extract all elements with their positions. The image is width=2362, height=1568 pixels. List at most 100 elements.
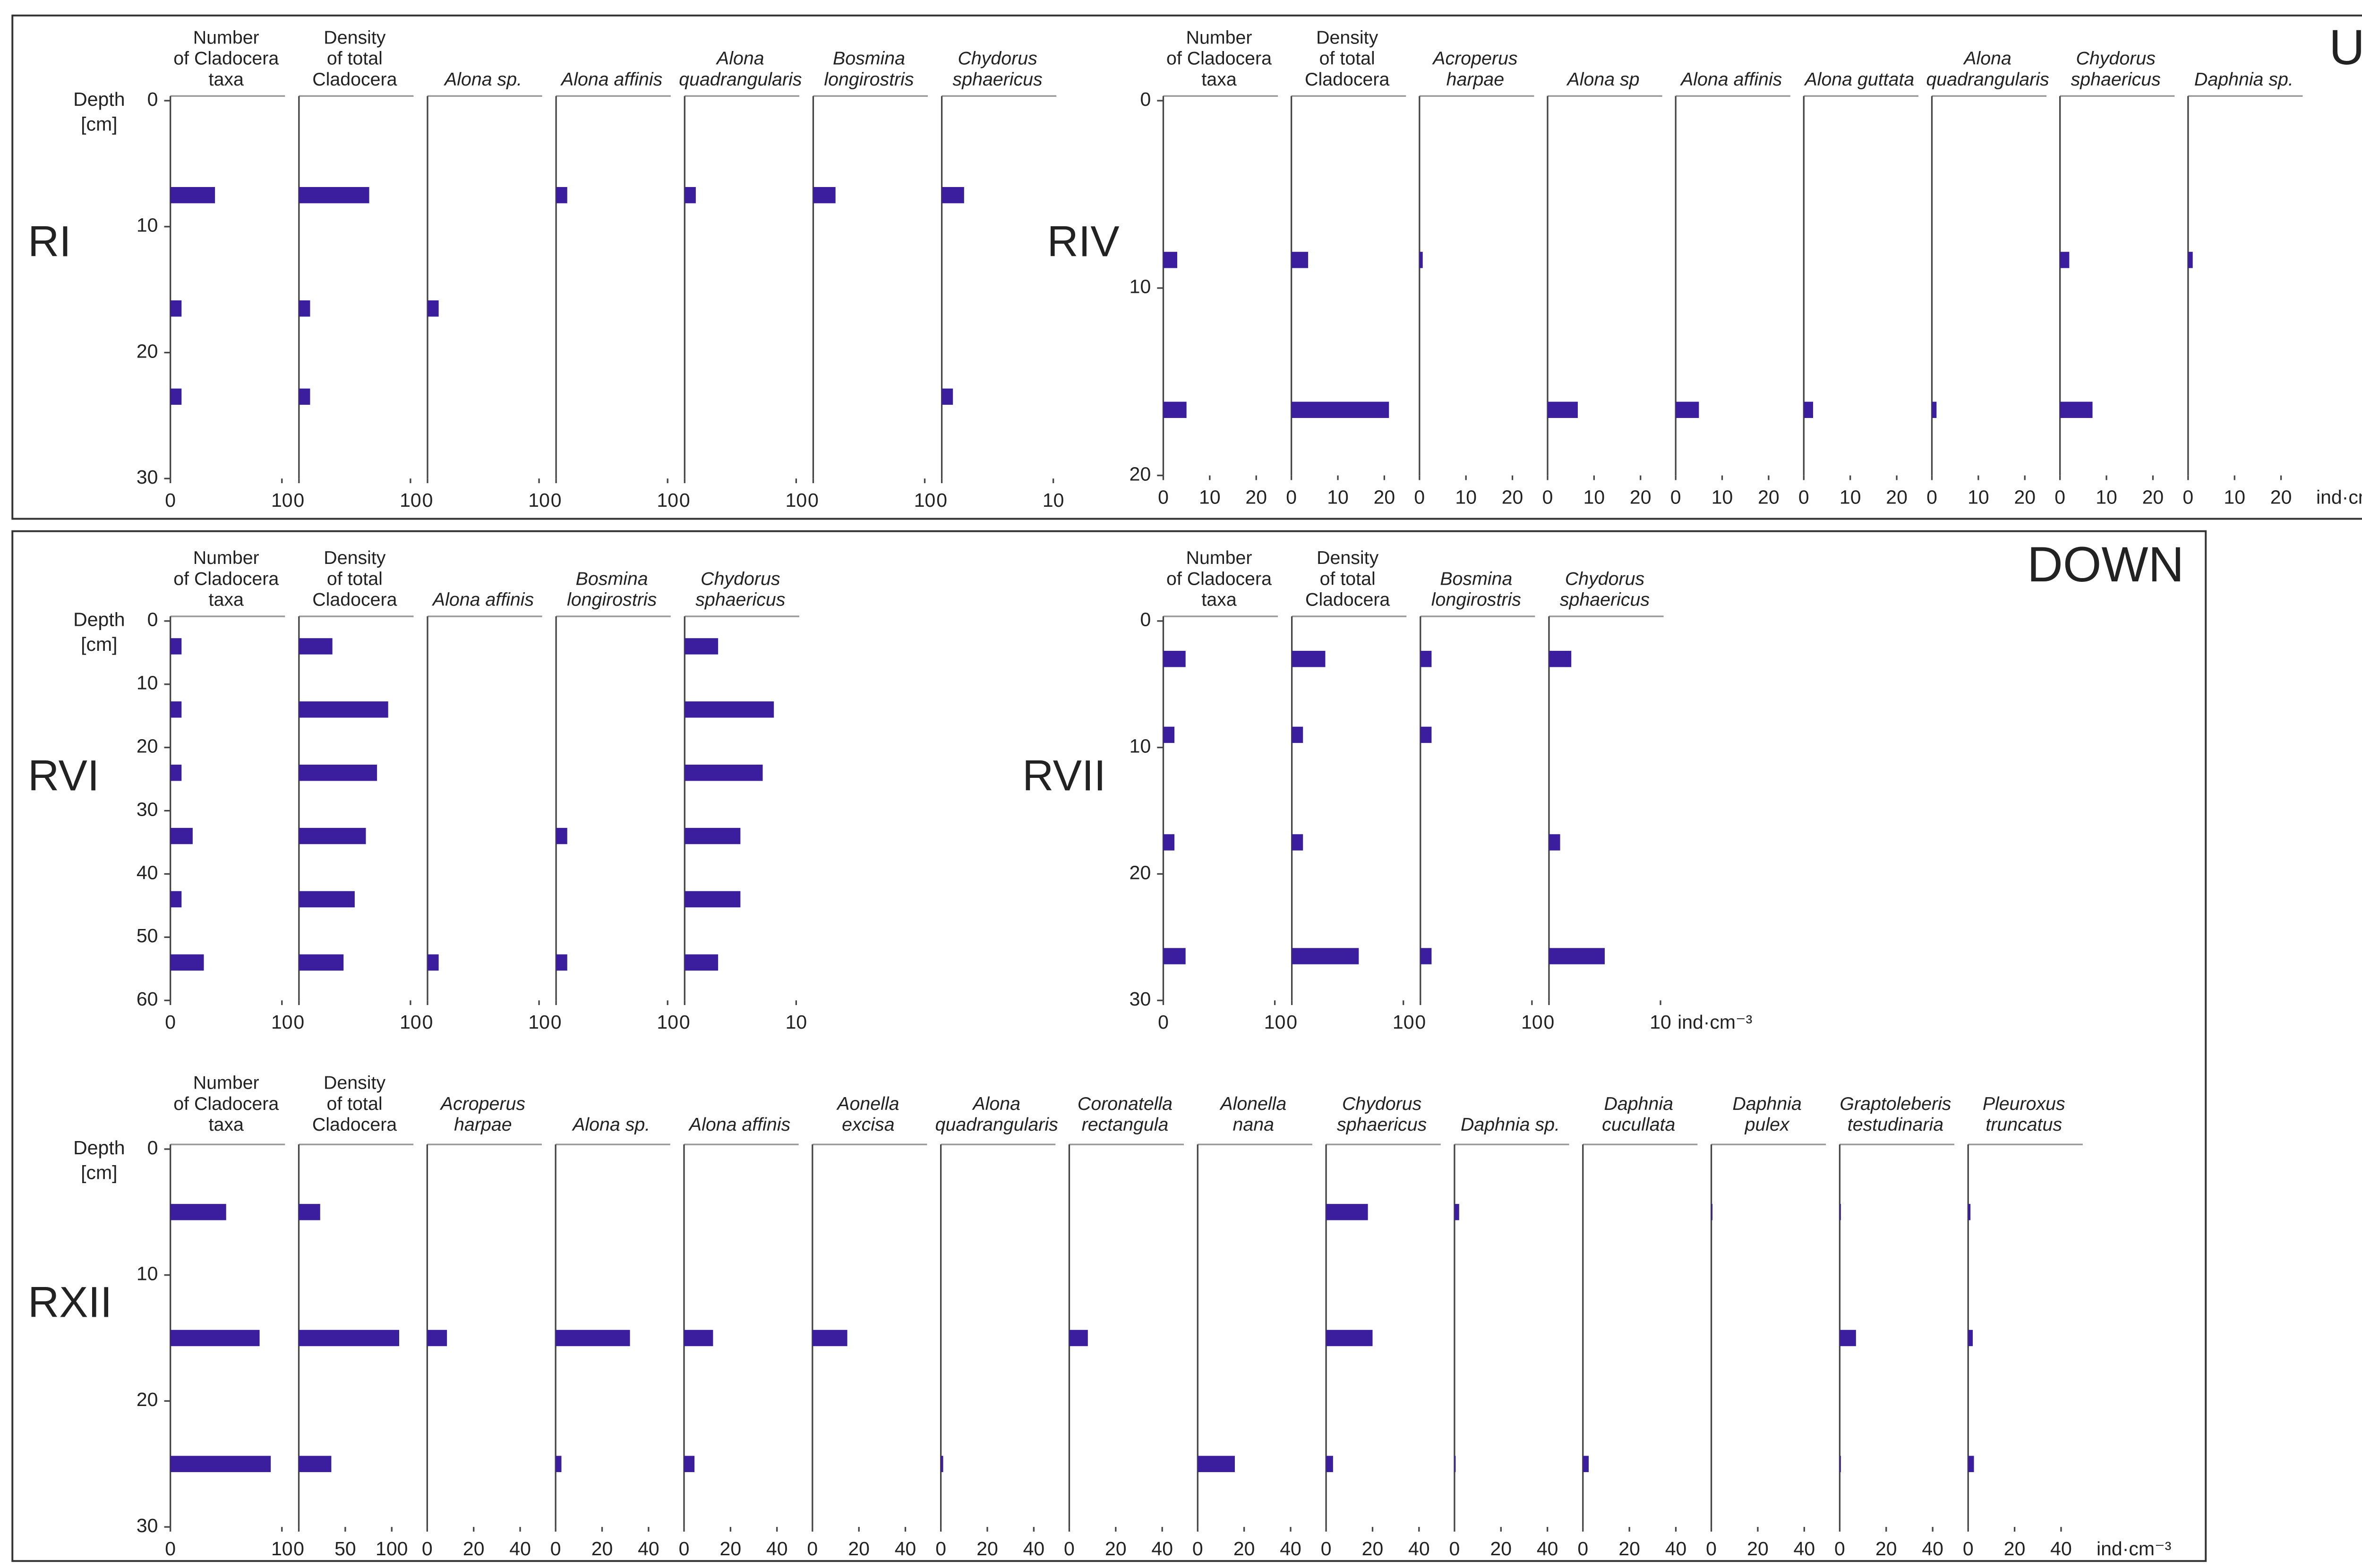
x-tick-label: 40	[895, 1538, 916, 1559]
x-tick-label: 10	[1968, 486, 1989, 508]
column-header: Density	[324, 27, 385, 48]
x-tick-label: 10	[2096, 486, 2117, 508]
x-tick-label: 10	[271, 1538, 293, 1559]
column-header: taxa	[1201, 69, 1236, 90]
bar	[1549, 948, 1605, 964]
x-tick-label: 0	[551, 1011, 562, 1033]
x-tick-label: 10	[528, 489, 550, 511]
bar	[1549, 834, 1560, 851]
y-tick-label: 0	[147, 1137, 158, 1159]
column-header: of Cladocera	[1166, 568, 1272, 589]
x-tick-label: 0	[293, 1538, 304, 1559]
x-tick-label: 0	[422, 489, 433, 511]
x-tick-label: 10	[400, 1011, 421, 1033]
site-label: RI	[28, 217, 71, 265]
y-tick-label: 20	[137, 1389, 158, 1410]
x-tick-label: 40	[1922, 1538, 1943, 1559]
unit-label: ind·cm⁻³	[2316, 486, 2362, 508]
bar	[2188, 252, 2193, 268]
bar	[556, 1456, 562, 1472]
column-header: Coronatella	[1078, 1093, 1172, 1114]
x-tick-label: 0	[936, 489, 947, 511]
column-header: Bosmina	[1440, 568, 1512, 589]
x-tick-label: 0	[1834, 1538, 1845, 1559]
section-label: DOWN	[2027, 537, 2184, 592]
x-tick-label: 0	[679, 489, 690, 511]
column-header: sphaericus	[1560, 589, 1650, 610]
x-tick-label: 10	[1840, 486, 1861, 508]
x-tick-label: 20	[1362, 1538, 1384, 1559]
bar	[685, 827, 741, 844]
y-tick-label: 10	[1130, 276, 1151, 298]
column-header: excisa	[842, 1114, 894, 1135]
x-tick-label: 20	[1875, 1538, 1897, 1559]
y-tick-label: 20	[1130, 463, 1151, 485]
column-header: of Cladocera	[173, 568, 279, 589]
column-header: harpae	[1446, 69, 1504, 90]
bar	[427, 1329, 447, 1346]
x-tick-label: 40	[2050, 1538, 2072, 1559]
unit-label: ind·cm⁻³	[2097, 1538, 2171, 1559]
x-tick-label: 10	[1264, 1011, 1286, 1033]
column-header: Density	[324, 1073, 385, 1093]
x-tick-label: 0	[679, 1538, 690, 1559]
column-header: quadrangularis	[1926, 69, 2049, 90]
y-tick-label: 20	[1130, 861, 1151, 883]
column-header: testudinaria	[1848, 1114, 1943, 1135]
column-header: taxa	[209, 1114, 244, 1135]
column-header: Daphnia sp.	[1461, 1114, 1560, 1135]
x-tick-label: 10	[786, 1011, 807, 1033]
x-tick-label: 0	[165, 1011, 176, 1033]
x-tick-label: 0	[1286, 486, 1297, 508]
column-header: quadrangularis	[935, 1114, 1058, 1135]
column-header: Number	[193, 27, 259, 48]
unit-label: ind·cm⁻³	[1677, 1011, 1752, 1033]
x-tick-label: 20	[1886, 486, 1908, 508]
bar	[556, 187, 567, 204]
bar	[685, 187, 696, 204]
axis-label: Depth	[73, 609, 125, 631]
column-header: Daphnia sp.	[2194, 69, 2294, 90]
x-tick-label: 0	[1798, 486, 1809, 508]
x-tick-label: 0	[1963, 1538, 1974, 1559]
bar	[299, 827, 366, 844]
bar	[170, 638, 182, 655]
bar	[812, 1329, 847, 1346]
x-tick-label: 20	[1245, 486, 1267, 508]
bar	[1804, 401, 1814, 418]
bar	[2060, 252, 2070, 268]
column-header: Chydorus	[701, 568, 780, 589]
bar	[941, 388, 953, 405]
x-tick-label: 20	[2270, 486, 2292, 508]
column-header: harpae	[454, 1114, 512, 1135]
x-tick-label: 0	[551, 489, 562, 511]
x-tick-label: 100	[376, 1538, 408, 1559]
x-tick-label: 0	[808, 489, 819, 511]
x-tick-label: 10	[1521, 1011, 1543, 1033]
x-tick-label: 0	[165, 1538, 176, 1559]
column-header: Chydorus	[958, 48, 1037, 69]
bar	[1968, 1456, 1974, 1472]
x-tick-label: 0	[1706, 1538, 1717, 1559]
bar	[556, 827, 567, 844]
bar	[299, 388, 310, 405]
x-tick-label: 10	[528, 1011, 550, 1033]
axis-label: [cm]	[81, 113, 117, 135]
x-tick-label: 20	[1747, 1538, 1769, 1559]
x-tick-label: 20	[2014, 486, 2036, 508]
column-header: Alona guttata	[1804, 69, 1914, 90]
x-tick-label: 10	[2224, 486, 2245, 508]
site-label: RVII	[1022, 752, 1106, 800]
column-header: of total	[327, 568, 383, 589]
x-tick-label: 10	[271, 489, 293, 511]
bar	[170, 954, 204, 971]
column-header: Bosmina	[576, 568, 648, 589]
y-tick-label: 50	[137, 925, 158, 946]
x-tick-label: 20	[1618, 1538, 1640, 1559]
column-header: Cladocera	[1305, 69, 1389, 90]
site-label: RVI	[28, 752, 99, 800]
column-header: of total	[1319, 48, 1375, 69]
x-tick-label: 0	[293, 489, 304, 511]
axis-label: [cm]	[81, 633, 117, 655]
